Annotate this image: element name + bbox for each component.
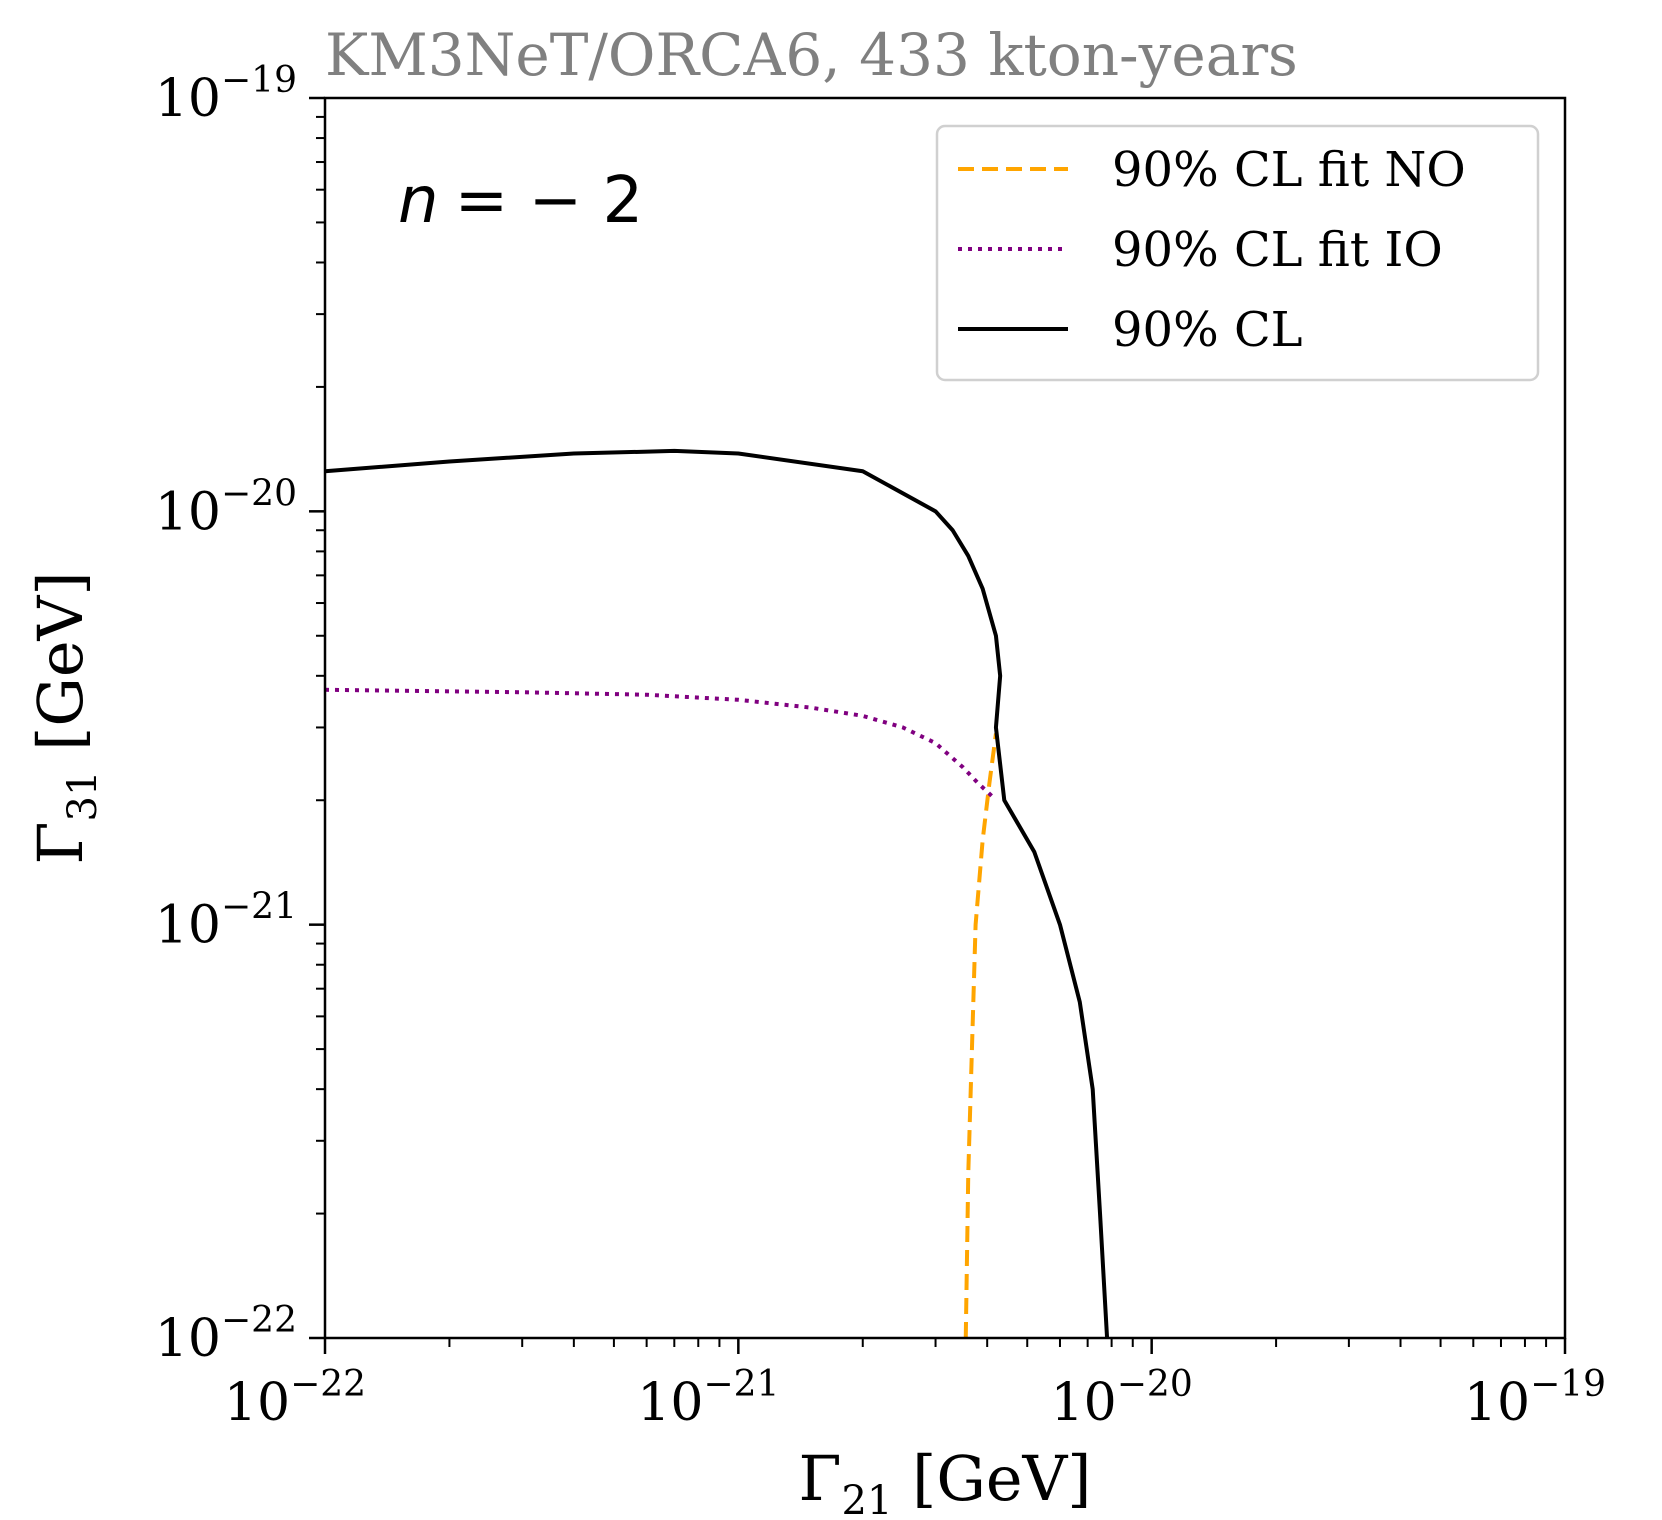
legend-label-no: 90% CL fit NO: [1112, 142, 1466, 198]
y-axis-subscript: 31: [60, 771, 106, 822]
y-axis-unit: [GeV]: [24, 571, 97, 770]
x-axis-subscript: 21: [842, 1478, 893, 1520]
y-tick-label: 10−19: [155, 60, 297, 129]
x-tick-label: 10−20: [1051, 1364, 1193, 1433]
series-no-dashed-line: [963, 733, 998, 1339]
y-axis-label: Γ31 [GeV]: [24, 571, 106, 864]
n-annotation-variable: n: [398, 164, 439, 238]
legend-label-cl: 90% CL: [1112, 302, 1303, 358]
x-tick-label: 10−22: [224, 1364, 366, 1433]
minor-ticks: [316, 115, 1548, 1347]
legend-label-io: 90% CL fit IO: [1112, 222, 1443, 278]
y-tick-exponent: −19: [221, 60, 297, 101]
x-axis-symbol: Γ: [798, 1442, 841, 1515]
legend-box: [935, 124, 1540, 382]
x-tick-exponent: −21: [703, 1364, 779, 1405]
x-tick-label: 10−19: [1464, 1364, 1606, 1433]
y-tick-label: 10−22: [155, 1300, 297, 1369]
y-tick-label: 10−21: [155, 887, 297, 956]
x-tick-base: 10: [224, 1373, 290, 1433]
x-axis-unit: [GeV]: [892, 1442, 1091, 1515]
y-tick-exponent: −21: [221, 887, 297, 928]
y-tick-label: 10−20: [155, 473, 297, 542]
x-tick-base: 10: [637, 1373, 703, 1433]
n-annotation: n = − 2: [398, 164, 643, 238]
n-annotation-value: = − 2: [455, 164, 644, 238]
y-tick-exponent: −22: [221, 1300, 297, 1341]
legend: 90% CL fit NO 90% CL fit IO 90% CL: [935, 124, 1540, 382]
plot-frame: [323, 96, 1567, 1340]
series-io-dotted-line: [324, 687, 993, 798]
y-tick-base: 10: [155, 1309, 221, 1369]
y-tick-base: 10: [155, 482, 221, 542]
x-tick-exponent: −22: [290, 1364, 366, 1405]
y-tick-base: 10: [155, 896, 221, 956]
x-tick-base: 10: [1051, 1373, 1117, 1433]
chart-title: KM3NeT/ORCA6, 433 kton-years: [325, 21, 1298, 89]
y-axis-symbol: Γ: [24, 821, 97, 864]
x-tick-exponent: −19: [1530, 1364, 1606, 1405]
y-tick-base: 10: [155, 69, 221, 129]
x-tick-exponent: −20: [1117, 1364, 1193, 1405]
y-tick-exponent: −20: [221, 473, 297, 514]
major-ticks: [309, 96, 1567, 1354]
x-tick-label: 10−21: [637, 1364, 779, 1433]
series-cl-solid-line: [324, 448, 1110, 1339]
x-tick-base: 10: [1464, 1373, 1530, 1433]
x-tick-labels: 10−22 10−21 10−20 10−19: [224, 1364, 1606, 1433]
x-axis-label: Γ21 [GeV]: [798, 1442, 1091, 1520]
series-layer: [324, 448, 1110, 1339]
